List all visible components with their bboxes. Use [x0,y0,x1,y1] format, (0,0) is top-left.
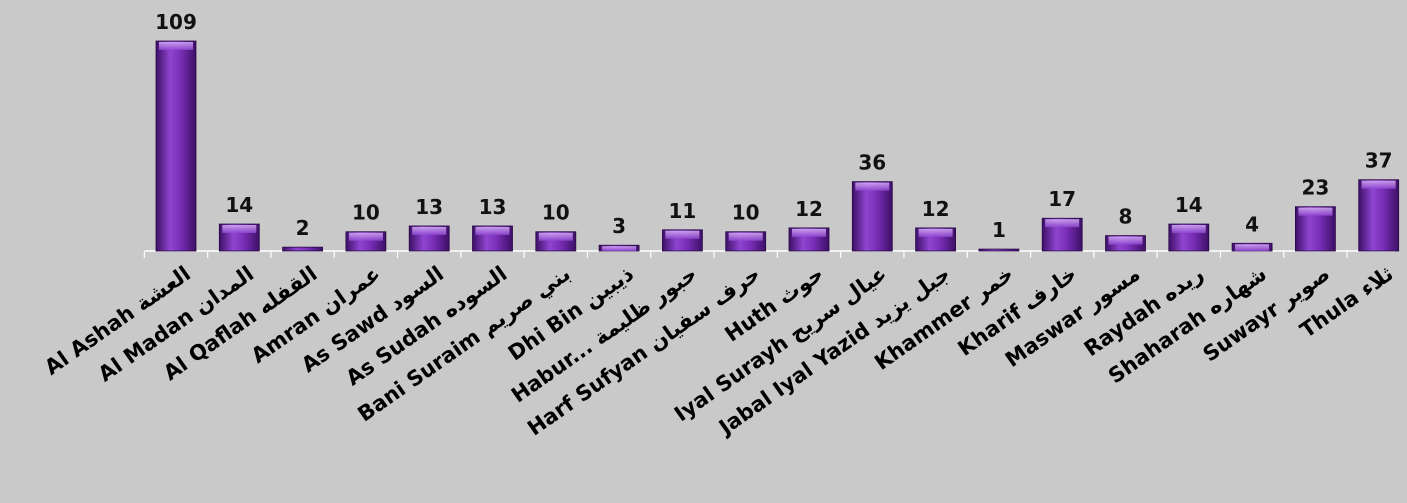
bar-cap [1045,219,1080,228]
bar-cap [222,225,257,234]
bar-cap [665,230,700,239]
data-label: 12 [795,197,823,221]
data-label: 17 [1048,187,1076,211]
bar-cap [728,232,763,241]
bar-cap [792,228,826,237]
data-label: 14 [225,193,253,217]
bar-1 [155,40,197,252]
data-label: 13 [479,195,507,219]
data-label: 10 [352,201,380,225]
bar-cap [1171,225,1206,234]
data-label: 37 [1365,149,1393,173]
data-label: 36 [858,151,886,175]
bar-12 [851,181,893,252]
bar-cap [475,226,510,235]
data-label: 4 [1245,212,1259,236]
bar-cap [348,232,383,241]
data-label: 1 [992,218,1006,242]
data-label: 2 [296,216,310,240]
bar-cap [602,246,637,251]
bar-cap [918,228,953,237]
data-label: 10 [732,201,760,225]
bar-cap [1361,180,1396,189]
bar-cap [1298,207,1333,216]
bar-20 [1358,179,1400,252]
data-label: 109 [155,10,197,34]
data-label: 11 [668,199,696,223]
bar-cap [538,232,573,241]
bar-cap [1108,236,1143,245]
bar-cap [159,42,193,50]
data-label: 14 [1175,193,1203,217]
bar-cap [412,226,447,235]
bar-3 [282,246,324,252]
data-label: 3 [612,214,626,238]
data-label: 13 [415,195,443,219]
bar-14 [978,248,1020,252]
bar-cap [1235,244,1270,251]
data-label: 12 [922,197,950,221]
data-label: 8 [1119,205,1133,229]
data-label: 23 [1301,176,1329,200]
bar-cap [855,182,890,191]
data-label: 10 [542,201,570,225]
